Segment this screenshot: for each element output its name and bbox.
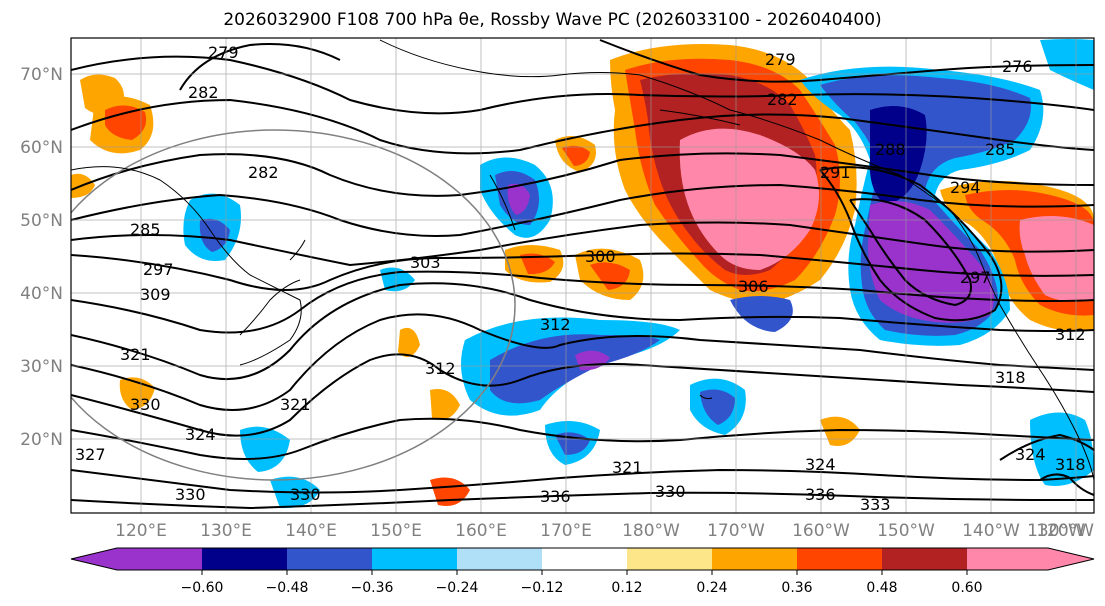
contour-label: 282 [767,90,798,109]
contour-label: 285 [130,220,161,239]
lon-label: 150°E [370,521,422,541]
lon-label: 120°W [1036,521,1094,541]
contour-label: 312 [1055,325,1086,344]
contour-label: 279 [765,50,796,69]
colorbar-tick-label: −0.48 [266,580,309,596]
colorbar-segment [967,548,1048,570]
contour-label: 327 [75,445,106,464]
lat-label: 40°N [20,284,63,304]
anomaly-shading [71,39,1094,509]
contour-label: 321 [120,345,151,364]
colorbar-segment [882,548,967,570]
colorbar-segment [542,548,627,570]
map-title: 2026032900 F108 700 hPa θe, Rossby Wave … [223,10,882,30]
contour-label: 330 [290,485,321,504]
contour-label: 288 [875,140,906,159]
lat-label: 60°N [20,138,63,158]
lon-label: 140°W [962,521,1020,541]
colorbar-over-arrow [1048,548,1094,570]
contour-label: 336 [805,485,836,504]
latitude-labels: 70°N 60°N 50°N 40°N 30°N 20°N [20,65,63,450]
contour-label: 333 [860,495,891,514]
colorbar-segment [287,548,372,570]
colorbar-tick-label: 0.24 [696,580,727,596]
lon-label: 160°W [792,521,850,541]
lat-label: 50°N [20,211,63,231]
colorbar-tick-label: 0.36 [781,580,812,596]
lon-label: 150°W [877,521,935,541]
lon-label: 130°W [1027,521,1085,541]
contour-label: 297 [143,260,174,279]
contour-label: 318 [995,368,1026,387]
reference-circle [71,129,516,481]
lat-label: 70°N [20,65,63,85]
colorbar-tick-label: 0.48 [866,580,897,596]
contour-label: 282 [188,83,219,102]
contour-label: 300 [585,247,616,266]
colorbar-segment [627,548,712,570]
contour-label: 336 [540,487,571,506]
map-plot-area[interactable]: 279 282 282 285 297 303 300 306 312 312 … [35,37,1095,514]
lon-label: 170°W [707,521,765,541]
lon-label: 120°E [115,521,167,541]
colorbar-segment [712,548,797,570]
colorbar-segment [202,548,287,570]
colorbar-tick-label: 0.60 [951,580,982,596]
contour-label: 312 [425,359,456,378]
colorbar-segment [457,548,542,570]
contour-label: 330 [130,395,161,414]
map-frame [70,37,1095,514]
contour-label: 312 [540,315,571,334]
contour-label: 294 [950,178,981,197]
contour-label: 321 [280,395,311,414]
contour-label: 276 [1002,57,1033,76]
colorbar-segment [372,548,457,570]
contour-label: 318 [1055,455,1086,474]
colorbar-tick-label: −0.60 [181,580,224,596]
lon-label: 160°E [455,521,507,541]
contour-label: 291 [820,163,851,182]
colorbar-ticks [201,570,968,575]
colorbar-tick-label: 0.12 [611,580,642,596]
contour-labels: 279 282 282 285 297 303 300 306 312 312 … [75,43,1086,514]
contour-label: 321 [612,458,643,477]
colorbar-tick-label: −0.24 [436,580,479,596]
contour-label: 330 [655,482,686,501]
contour-label: 297 [960,268,991,287]
contour-label: 306 [738,277,769,296]
lon-label: 140°E [285,521,337,541]
lon-label: 180°W [622,521,680,541]
lon-label: 130°E [200,521,252,541]
longitude-labels: 120°E 130°E 140°E 150°E 160°E 170°E 180°… [115,521,1094,541]
gridlines [71,38,1094,513]
contour-label: 330 [175,485,206,504]
colorbar-tick-label: −0.36 [351,580,394,596]
contour-label: 279 [208,43,239,62]
contour-label: 309 [140,285,171,304]
contour-label: 324 [805,455,836,474]
lat-label: 20°N [20,430,63,450]
contour-label: 285 [985,140,1016,159]
contour-label: 324 [185,425,216,444]
coastlines [71,39,1094,481]
contour-label: 303 [410,253,441,272]
lon-label: 170°E [540,521,592,541]
contour-label: 282 [248,163,279,182]
colorbar-segment [117,548,202,570]
colorbar-outline [70,547,1095,571]
lat-label: 30°N [20,357,63,377]
contour-label: 324 [1015,445,1046,464]
colorbar: −0.60 −0.48 −0.36 −0.24 −0.12 0.12 0.24 … [70,547,1095,596]
colorbar-tick-label: −0.12 [521,580,564,596]
colorbar-segment [797,548,882,570]
colorbar-under-arrow [71,548,117,570]
